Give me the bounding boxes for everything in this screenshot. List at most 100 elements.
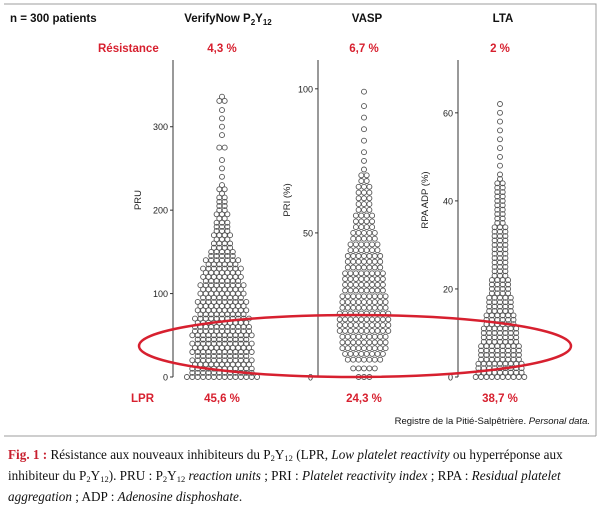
data-point [361,304,367,311]
data-point [377,258,384,265]
data-point [382,299,389,306]
data-point [197,282,204,289]
data-point [499,180,506,187]
data-point [352,327,359,334]
data-point [366,299,373,306]
data-point [344,264,351,271]
data-point [366,365,373,372]
data-point [352,247,359,254]
data-point [350,264,357,271]
data-point [377,356,384,363]
data-point [361,293,367,300]
data-point [342,316,349,323]
data-point [366,258,373,265]
data-point [502,268,509,275]
data-point [361,345,367,352]
data-point [219,157,225,164]
data-point [235,269,242,276]
data-point [497,118,503,125]
data-point [382,304,389,311]
y-axis-label: RPA ADP (%) [420,171,431,228]
data-point [192,315,198,322]
data-point [366,356,373,363]
data-point [377,304,384,311]
data-point [352,270,359,277]
data-point [371,339,378,346]
data-point [374,327,381,334]
data-point [352,322,359,329]
panel-title-vasp: VASP [352,13,383,25]
data-point [379,287,386,294]
data-point [339,304,346,311]
data-point [502,255,509,262]
data-point [382,333,389,340]
data-point [344,304,351,311]
data-point [363,241,370,248]
lpr-pct-lta: 38,7 % [482,393,518,405]
data-point [221,97,228,104]
data-point [377,253,384,259]
data-point [347,247,354,254]
data-point [246,361,252,368]
data-point [513,338,520,345]
data-point [371,333,378,340]
data-point [369,224,376,231]
data-point [219,190,225,197]
data-point [342,276,349,282]
data-point [361,189,367,196]
data-point [221,207,228,214]
data-point [379,270,386,277]
data-point [352,350,359,357]
data-point [502,263,509,270]
figure: n = 300 patients Résistance LPR VerifyNo… [4,3,597,437]
data-point [350,235,357,242]
data-point [355,345,362,352]
y-tick-label: 0 [448,373,453,383]
data-point [221,203,228,209]
data-point [358,327,365,334]
data-point [363,212,370,219]
data-point [374,247,381,254]
data-point [344,293,351,300]
panel-2: 0 20 40 60 RPA ADP (%) [420,60,528,383]
data-point [219,182,225,189]
data-point [229,248,236,255]
data-point [499,219,506,226]
data-point [379,276,386,282]
data-point [355,356,362,363]
data-point [363,270,370,277]
resistance-pct-verifynow: 4,3 % [207,43,236,55]
data-point [377,293,384,300]
data-point [347,322,354,329]
data-point [350,356,357,363]
data-point [507,299,514,306]
y-tick-label: 20 [443,284,453,294]
data-point [224,228,231,234]
data-point [374,281,381,288]
data-point [361,157,367,164]
data-point [355,339,362,346]
data-point [499,211,506,218]
data-point [248,332,255,339]
data-point [363,327,370,334]
data-point [355,264,362,271]
data-point [382,339,389,346]
data-point [515,347,522,354]
data-point [374,350,381,357]
data-point [216,144,223,151]
data-point [499,202,506,209]
data-point [347,327,354,334]
data-point [499,189,506,196]
data-point [352,218,359,225]
data-point [342,322,349,329]
data-point [355,195,362,202]
data-point [361,103,367,110]
data-point [385,327,392,334]
n-patients-label: n = 300 patients [10,13,97,25]
data-point [352,241,359,248]
data-point [361,264,367,271]
data-point [382,345,389,352]
data-point [361,235,367,242]
